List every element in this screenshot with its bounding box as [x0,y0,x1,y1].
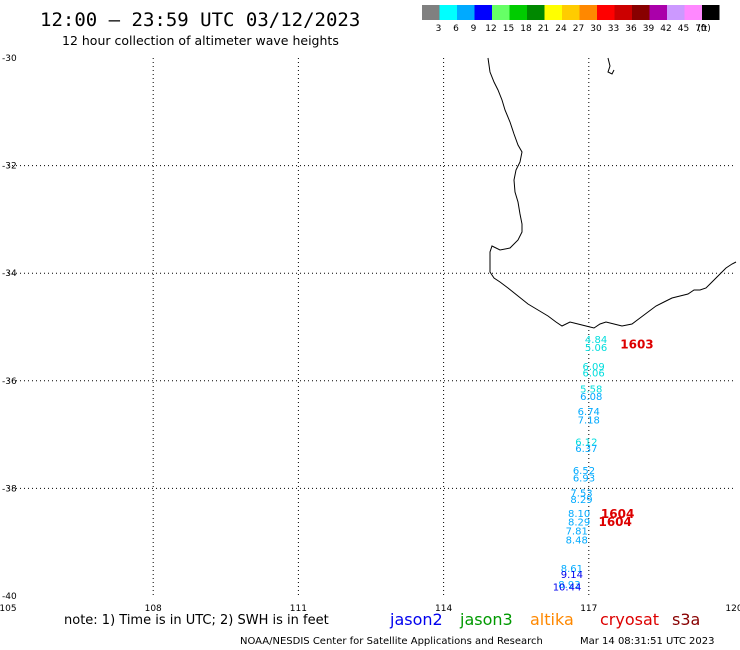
map-grid: 105 108 111 114 117 120 -30 -32 -34 -36 -38 -40 [0,54,740,614]
legend-label: 3 [436,24,442,34]
satellite-altika: altika [530,610,574,629]
wave-height-value: 10.44 [553,583,582,594]
coastline-outline [487,57,737,329]
satellite-s3a: s3a [672,610,700,629]
lon-tick-label: 111 [290,604,307,614]
wave-height-value: 8.93 [558,580,580,591]
legend-swatch [702,5,720,20]
legend-label: 12 [485,24,496,34]
footer-timestamp: Mar 14 08:31:51 UTC 2023 [580,636,715,647]
legend-label: 24 [555,24,567,34]
wave-height-value: 8.61 [561,564,583,575]
lat-tick-label: -32 [2,162,17,172]
wave-height-value: 5.06 [585,343,607,354]
legend-swatch [649,5,667,20]
lon-tick-label: 105 [0,604,17,614]
satellite-cryosat: cryosat [600,610,659,629]
legend-swatch [632,5,650,20]
wave-height-value: 7.53 [570,488,592,499]
legend-label: 42 [660,24,671,34]
legend-swatch [544,5,562,20]
wave-height-value: 8.10 [568,509,590,520]
wave-height-value: 9.14 [561,570,583,581]
wave-height-value: 5.58 [580,385,602,396]
satellite-jason3: jason3 [459,610,513,629]
legend-label: 15 [503,24,514,34]
wave-height-value: 8.48 [566,535,588,546]
wave-height-value: 7.18 [578,415,600,426]
wave-height-value: 4.84 [585,335,607,346]
legend-swatch [579,5,597,20]
legend-swatch [457,5,475,20]
wave-height-value: 6.74 [578,407,600,418]
lat-tick-label: -40 [2,592,17,602]
lat-tick-label: -38 [2,484,17,494]
pass-time-label: 1604 [598,515,631,529]
legend-label: 45 [678,24,689,34]
footer-note: note: 1) Time is in UTC; 2) SWH is in fe… [64,613,329,628]
satellite-jason2: jason2 [389,610,443,629]
wave-height-value: 6.52 [573,466,595,477]
legend-swatch [474,5,492,20]
legend-label: 21 [538,24,549,34]
legend-swatch [509,5,527,20]
legend-label: 30 [590,24,602,34]
wave-height-value: 6.12 [575,437,597,448]
wave-height-value: 8.29 [570,495,592,506]
legend-swatch [562,5,580,20]
lon-tick-label: 108 [145,604,162,614]
legend-label: 9 [471,24,477,34]
lon-tick-label: 120 [725,604,740,614]
wave-height-value: 6.37 [575,444,597,455]
legend-label: 27 [573,24,584,34]
lon-tick-label: 114 [435,604,452,614]
legend-swatch [614,5,632,20]
legend-label: 6 [453,24,459,34]
legend-label: 39 [643,24,655,34]
wave-height-value: 8.29 [568,518,590,529]
legend-swatch [492,5,510,20]
wave-height-labels: 4.845.06 6.096.06 5.586.08 6.747.18 6.126.37… [553,335,607,593]
satellite-legend: jason2 jason3 altika cryosat s3a [389,610,700,629]
legend-swatch [667,5,685,20]
island-outline [607,57,615,75]
lat-tick-label: -36 [2,377,17,387]
lat-tick-label: -34 [2,269,17,279]
page-title: 12:00 — 23:59 UTC 03/12/2023 [40,9,360,31]
legend-label: 70 [695,24,707,34]
legend-label: 33 [608,24,619,34]
pass-time-label: 1604 [601,507,634,521]
legend-swatch [439,5,457,20]
legend-unit: (ft) [697,24,711,34]
page-subtitle: 12 hour collection of altimeter wave hei… [62,33,339,48]
wave-height-value: 7.81 [566,527,588,538]
footer-credit: NOAA/NESDIS Center for Satellite Applica… [240,636,543,647]
lon-tick-label: 117 [580,604,597,614]
color-legend: 3 6 9 12 15 18 21 24 27 30 33 36 39 42 45 70(ft) [422,5,720,34]
pass-time-label: 1603 [620,338,653,352]
lat-tick-label: -30 [2,54,17,64]
legend-label: 36 [625,24,637,34]
wave-height-value: 6.09 [583,362,605,373]
legend-swatch [527,5,545,20]
wave-height-value: 6.08 [580,392,602,403]
legend-swatch [597,5,615,20]
wave-height-value: 6.06 [583,368,605,379]
wave-height-value: 6.93 [573,473,595,484]
legend-swatch [684,5,702,20]
legend-label: 18 [520,24,532,34]
legend-swatch [422,5,440,20]
